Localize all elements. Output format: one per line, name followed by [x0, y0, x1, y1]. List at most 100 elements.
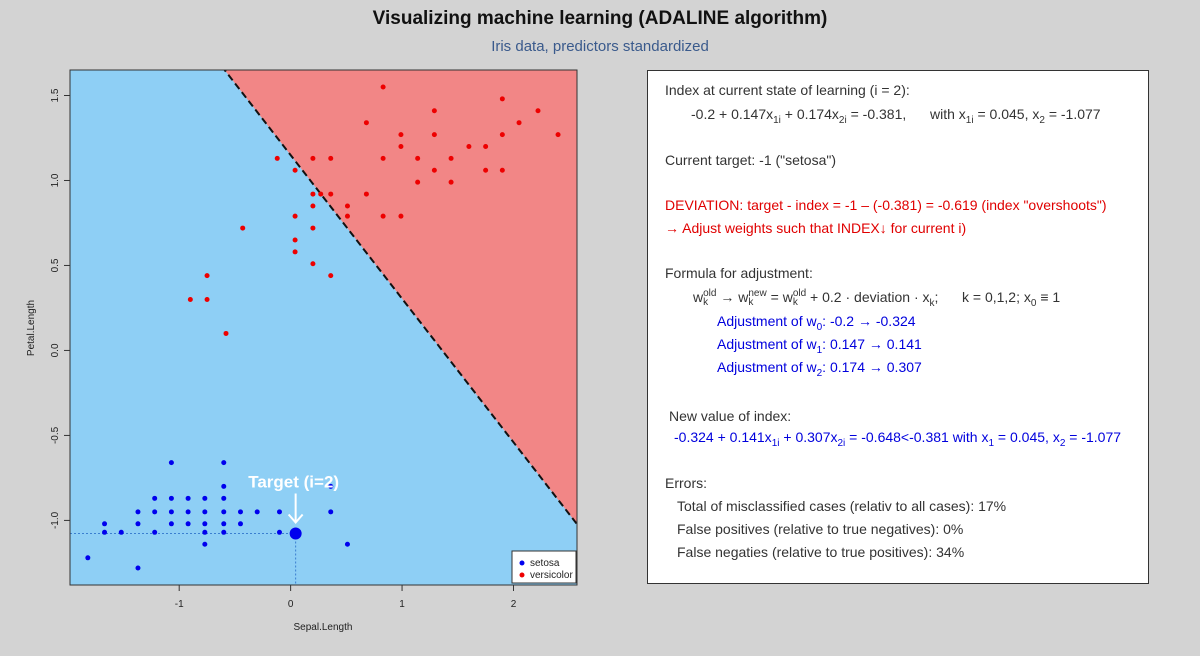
versicolor-point: [483, 143, 489, 149]
setosa-point: [168, 495, 174, 501]
setosa-point: [202, 509, 208, 515]
setosa-point: [221, 521, 227, 527]
index-equation: -0.2 + 0.147x1i + 0.174x2i = -0.381,: [691, 106, 907, 126]
versicolor-point: [318, 191, 324, 197]
error-false-negatives: False negaties (relative to true positiv…: [677, 544, 965, 560]
setosa-point: [221, 460, 227, 466]
versicolor-point: [415, 155, 421, 161]
setosa-point: [254, 509, 260, 515]
page-title: Visualizing machine learning (ADALINE al…: [372, 8, 828, 29]
x-tick-label: 1: [399, 599, 405, 610]
versicolor-point: [448, 155, 454, 161]
versicolor-point: [328, 273, 334, 279]
error-total: Total of misclassified cases (relativ to…: [677, 498, 1007, 514]
setosa-point: [168, 521, 174, 527]
y-tick-label: 1.0: [50, 173, 61, 187]
versicolor-point: [431, 132, 437, 138]
versicolor-point: [187, 296, 193, 302]
legend-versicolor-label: versicolor: [530, 570, 573, 581]
adjustment-w2: Adjustment of w2: 0.174 → 0.307: [717, 359, 922, 379]
versicolor-point: [292, 237, 298, 243]
setosa-point: [135, 521, 141, 527]
y-axis-label: Petal.Length: [26, 300, 37, 356]
versicolor-point: [398, 132, 404, 138]
y-axis: -1.0 -0.5 0.0 0.5 1.0 1.5: [50, 88, 70, 529]
versicolor-point: [344, 203, 350, 209]
versicolor-point: [204, 296, 210, 302]
legend-versicolor-marker: [519, 572, 525, 578]
setosa-point: [202, 495, 208, 501]
versicolor-point: [398, 143, 404, 149]
setosa-point: [185, 509, 191, 515]
setosa-point: [221, 495, 227, 501]
versicolor-point: [363, 120, 369, 126]
versicolor-point: [240, 225, 246, 231]
adjustment-w1: Adjustment of w1: 0.147 → 0.141: [717, 336, 922, 356]
x-tick-label: 2: [511, 599, 517, 610]
setosa-point: [85, 555, 91, 561]
x-tick-label: -1: [175, 599, 184, 610]
setosa-point: [135, 565, 141, 571]
learning-info-panel: Index at current state of learning (i = …: [647, 70, 1149, 584]
index-header: Index at current state of learning (i = …: [665, 82, 910, 98]
versicolor-point: [380, 155, 386, 161]
versicolor-point: [344, 213, 350, 219]
setosa-point: [135, 509, 141, 515]
plot-frame: [69, 69, 578, 586]
points-layer: [85, 84, 561, 571]
setosa-point: [202, 521, 208, 527]
setosa-point: [344, 541, 350, 547]
versicolor-point: [292, 167, 298, 173]
setosa-point: [221, 509, 227, 515]
formula-k-range: k = 0,1,2; x0 ≡ 1: [962, 289, 1061, 309]
decision-boundary: [223, 70, 577, 526]
setosa-point: [237, 509, 243, 515]
versicolor-point: [466, 143, 472, 149]
setosa-point: [152, 495, 158, 501]
versicolor-point: [555, 132, 561, 138]
setosa-point: [276, 529, 282, 535]
page-subtitle: Iris data, predictors standardized: [491, 38, 709, 55]
target-arrow: [287, 493, 304, 525]
versicolor-point: [431, 167, 437, 173]
new-index-equation: -0.324 + 0.141x1i + 0.307x2i = -0.648<-0…: [674, 429, 1122, 449]
setosa-point: [328, 483, 334, 489]
setosa-point: [202, 541, 208, 547]
versicolor-point: [310, 191, 316, 197]
y-tick-label: 1.5: [50, 88, 61, 102]
versicolor-point: [380, 213, 386, 219]
versicolor-point: [499, 132, 505, 138]
versicolor-point: [310, 155, 316, 161]
setosa-point: [185, 495, 191, 501]
versicolor-point: [310, 225, 316, 231]
setosa-point: [168, 509, 174, 515]
versicolor-point: [398, 213, 404, 219]
setosa-point: [237, 521, 243, 527]
x-tick-label: 0: [288, 599, 294, 610]
setosa-point: [221, 483, 227, 489]
setosa-point: [102, 521, 108, 527]
setosa-point: [185, 521, 191, 527]
x-axis-label: Sepal.Length: [294, 622, 353, 633]
setosa-point: [276, 509, 282, 515]
setosa-point: [102, 529, 108, 535]
versicolor-point: [328, 155, 334, 161]
scatter-plot: Target (i=2) -1 0 1 2 -1.0-0.50.00.51.01.5 …: [26, 69, 578, 633]
x-axis: -1 0 1 2: [175, 585, 517, 610]
setosa-point: [168, 460, 174, 466]
y-tick-label: -1.0: [50, 511, 61, 529]
formula-header: Formula for adjustment:: [665, 265, 813, 281]
adjust-direction: → Adjust weights such that INDEX↓ for cu…: [665, 220, 967, 236]
setosa-point: [202, 529, 208, 535]
versicolor-point: [415, 179, 421, 185]
versicolor-point: [204, 273, 210, 279]
versicolor-point: [499, 96, 505, 102]
versicolor-point: [223, 330, 229, 336]
setosa-point: [328, 509, 334, 515]
versicolor-point: [499, 167, 505, 173]
target-label: Target (i=2): [248, 473, 339, 492]
setosa-point: [152, 529, 158, 535]
versicolor-point: [431, 108, 437, 114]
y-tick-label: 0.0: [50, 343, 61, 357]
current-target: Current target: -1 ("setosa"): [665, 152, 837, 168]
